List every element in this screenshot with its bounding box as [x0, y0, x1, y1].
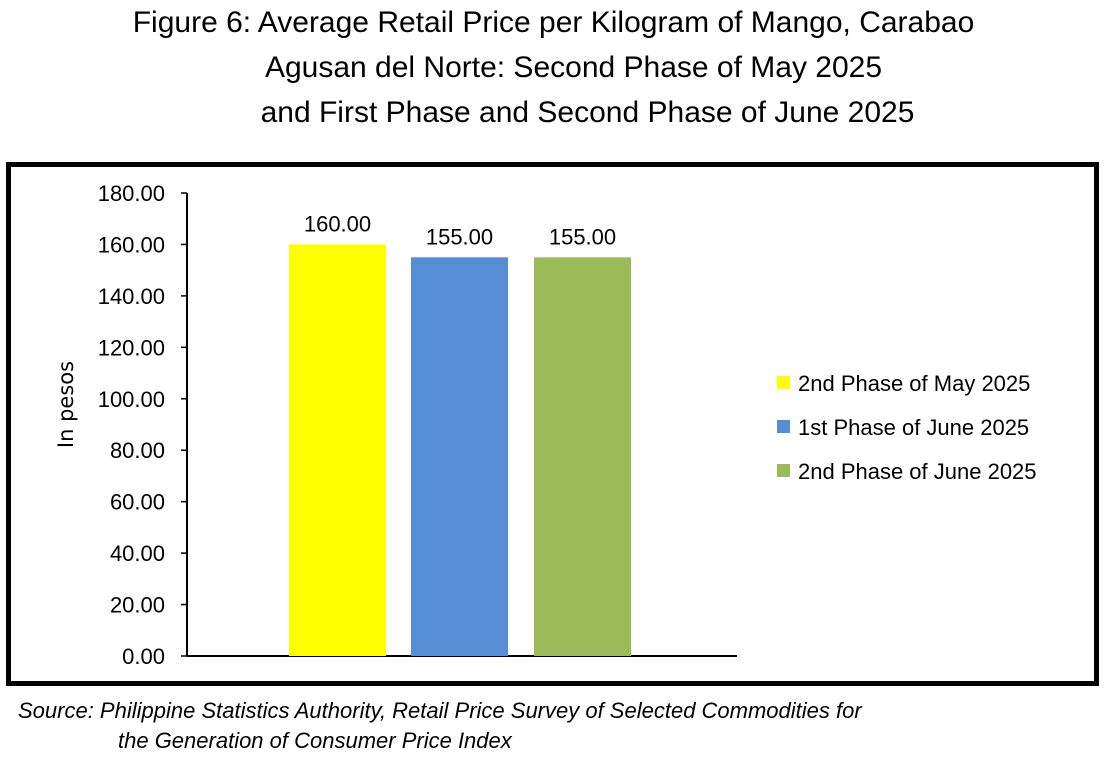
- legend-swatch: [777, 376, 790, 389]
- bar-chart: 0.00 20.00 40.00 60.00 80.00 100.00 120.00 140.…: [54, 181, 1037, 669]
- y-tick-label: 160.00: [98, 232, 165, 257]
- chart-title-line-3: and First Phase and Second Phase of June…: [260, 96, 915, 129]
- chart-title-line-1: Figure 6: Average Retail Price per Kilog…: [132, 6, 975, 39]
- legend-swatch: [777, 464, 790, 477]
- chart-title-line-2: Agusan del Norte: Second Phase of May 20…: [264, 51, 883, 84]
- y-tick-label: 140.00: [98, 284, 165, 309]
- y-tick-label: 80.00: [110, 438, 165, 463]
- legend-label: 2nd Phase of May 2025: [798, 371, 1030, 396]
- source-note: Source: Philippine Statistics Authority,…: [18, 696, 1103, 756]
- y-tick-label: 20.00: [110, 593, 165, 618]
- legend: 2nd Phase of May 2025 1st Phase of June 2…: [777, 371, 1037, 484]
- y-tick-label: 100.00: [98, 387, 165, 412]
- data-label: 155.00: [426, 224, 493, 249]
- data-label: 155.00: [549, 224, 616, 249]
- legend-label: 1st Phase of June 2025: [798, 415, 1029, 440]
- y-axis: 0.00 20.00 40.00 60.00 80.00 100.00 120.00 140.…: [98, 181, 737, 669]
- data-labels: 160.00 155.00 155.00: [304, 211, 616, 249]
- bar: [411, 257, 508, 656]
- source-line-1: Source: Philippine Statistics Authority,…: [18, 698, 862, 723]
- bar: [534, 257, 631, 656]
- chart-frame: 0.00 20.00 40.00 60.00 80.00 100.00 120.00 140.…: [6, 162, 1099, 686]
- bar: [289, 244, 386, 656]
- legend-label: 2nd Phase of June 2025: [798, 459, 1037, 484]
- y-tick-label: 40.00: [110, 541, 165, 566]
- data-label: 160.00: [304, 211, 371, 236]
- legend-swatch: [777, 420, 790, 433]
- bars: [289, 244, 631, 656]
- y-tick-label: 120.00: [98, 335, 165, 360]
- y-axis-label: In pesos: [54, 361, 78, 448]
- source-line-2: the Generation of Consumer Price Index: [118, 728, 512, 753]
- y-tick-label: 60.00: [110, 490, 165, 515]
- y-tick-label: 0.00: [122, 644, 165, 669]
- y-tick-label: 180.00: [98, 181, 165, 206]
